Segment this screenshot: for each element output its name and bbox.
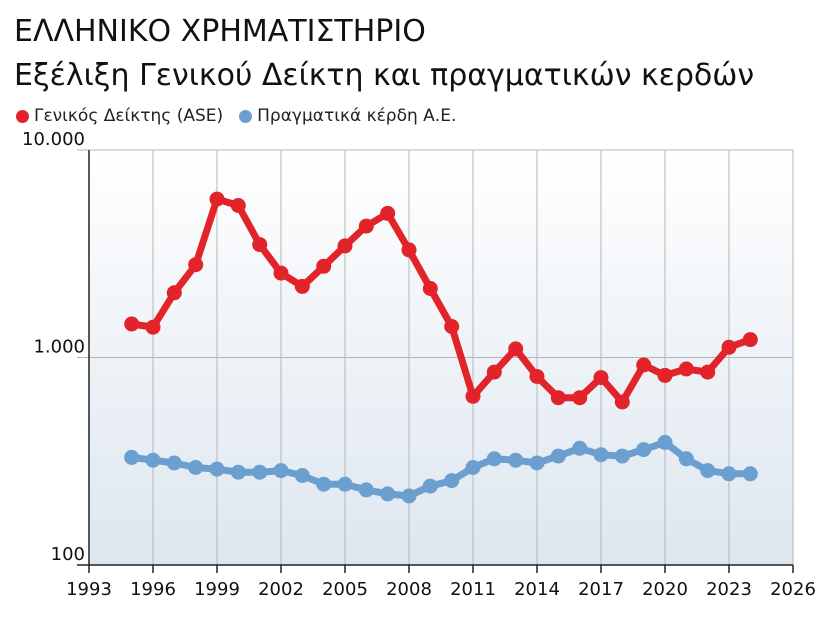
- x-tick-label: 2011: [450, 579, 496, 600]
- data-point: [380, 205, 396, 221]
- data-point: [252, 464, 268, 480]
- data-point: [401, 488, 417, 504]
- data-point: [721, 339, 737, 355]
- data-point: [124, 316, 140, 332]
- data-point: [529, 455, 545, 471]
- x-tick-label: 2017: [578, 579, 624, 600]
- data-point: [657, 367, 673, 383]
- data-point: [678, 451, 694, 467]
- data-point: [614, 394, 630, 410]
- x-tick-label: 1993: [66, 579, 112, 600]
- data-point: [294, 468, 310, 483]
- x-tick-label: 2020: [642, 579, 688, 600]
- data-point: [252, 237, 268, 253]
- data-point: [145, 452, 161, 468]
- data-point: [550, 448, 566, 464]
- data-point: [422, 281, 438, 296]
- x-tick-label: 2002: [258, 579, 304, 600]
- data-point: [465, 460, 481, 475]
- data-point: [700, 463, 716, 479]
- x-tick-label: 2008: [386, 579, 432, 600]
- legend-label-ase: Γενικός Δείκτης (ASE): [34, 106, 224, 126]
- data-point: [550, 390, 566, 406]
- data-point: [230, 464, 246, 480]
- data-point: [742, 466, 758, 482]
- data-point: [700, 364, 716, 380]
- data-point: [145, 319, 161, 335]
- legend-item-ase: Γενικός Δείκτης (ASE): [16, 105, 223, 127]
- data-point: [572, 440, 588, 456]
- data-point: [316, 258, 332, 274]
- chart-title: ΕΛΛΗΝΙΚΟ ΧΡΗΜΑΤΙΣΤΗΡΙΟ: [14, 14, 426, 49]
- data-point: [614, 448, 630, 464]
- data-point: [572, 390, 588, 406]
- data-point: [636, 442, 652, 458]
- data-point: [124, 449, 140, 465]
- data-point: [188, 257, 204, 273]
- x-tick-label: 2005: [322, 579, 368, 600]
- data-point: [209, 191, 225, 207]
- data-point: [401, 242, 417, 258]
- data-point: [593, 447, 609, 463]
- data-point: [166, 285, 182, 301]
- data-point: [166, 455, 182, 471]
- data-point: [358, 482, 374, 498]
- series-0: [124, 191, 758, 410]
- data-point: [636, 357, 652, 373]
- data-point: [422, 478, 438, 494]
- data-point: [230, 198, 246, 213]
- y-tick-label: 100: [51, 544, 85, 565]
- legend-label-earnings: Πραγματικά κέρδη Α.Ε.: [257, 106, 457, 126]
- y-tick-label: 1.000: [33, 337, 85, 358]
- x-tick-label: 2026: [770, 579, 816, 600]
- data-point: [529, 369, 545, 384]
- data-point: [657, 434, 673, 450]
- data-point: [358, 218, 374, 234]
- data-point: [273, 265, 289, 281]
- legend-item-earnings: Πραγματικά κέρδη Α.Ε.: [239, 105, 456, 127]
- data-point: [678, 361, 694, 377]
- axes: [88, 150, 794, 573]
- data-point: [486, 364, 502, 380]
- data-point: [209, 461, 225, 477]
- data-point: [721, 466, 737, 482]
- data-point: [742, 332, 758, 348]
- data-point: [337, 238, 353, 254]
- x-tick-label: 1996: [130, 579, 176, 600]
- legend-marker-earnings: [239, 109, 253, 123]
- y-tick-label: 10.000: [22, 129, 85, 150]
- x-tick-label: 1999: [194, 579, 240, 600]
- data-point: [465, 388, 481, 404]
- data-point: [316, 476, 332, 492]
- tick-labels: 1993 1996 1999 2002 2005 2008 2011 2014 2017 2020…: [22, 129, 816, 600]
- data-point: [593, 370, 609, 386]
- legend: Γενικός Δείκτης (ASE) Πραγματικά κέρδη Α…: [16, 105, 472, 127]
- legend-marker-ase: [16, 109, 29, 123]
- data-point: [294, 278, 310, 294]
- data-point: [380, 486, 396, 502]
- data-point: [273, 463, 289, 479]
- chart-subtitle: Εξέλιξη Γενικού Δείκτη και πραγματικών κ…: [14, 58, 755, 93]
- x-tick-label: 2023: [706, 579, 752, 600]
- data-point: [337, 476, 353, 492]
- data-point: [444, 319, 460, 334]
- data-point: [444, 473, 460, 489]
- data-point: [188, 460, 204, 475]
- series: [124, 191, 758, 504]
- x-tick-label: 2014: [514, 579, 560, 600]
- data-point: [508, 341, 524, 357]
- series-1: [124, 434, 758, 504]
- data-point: [486, 451, 502, 467]
- data-point: [508, 452, 524, 468]
